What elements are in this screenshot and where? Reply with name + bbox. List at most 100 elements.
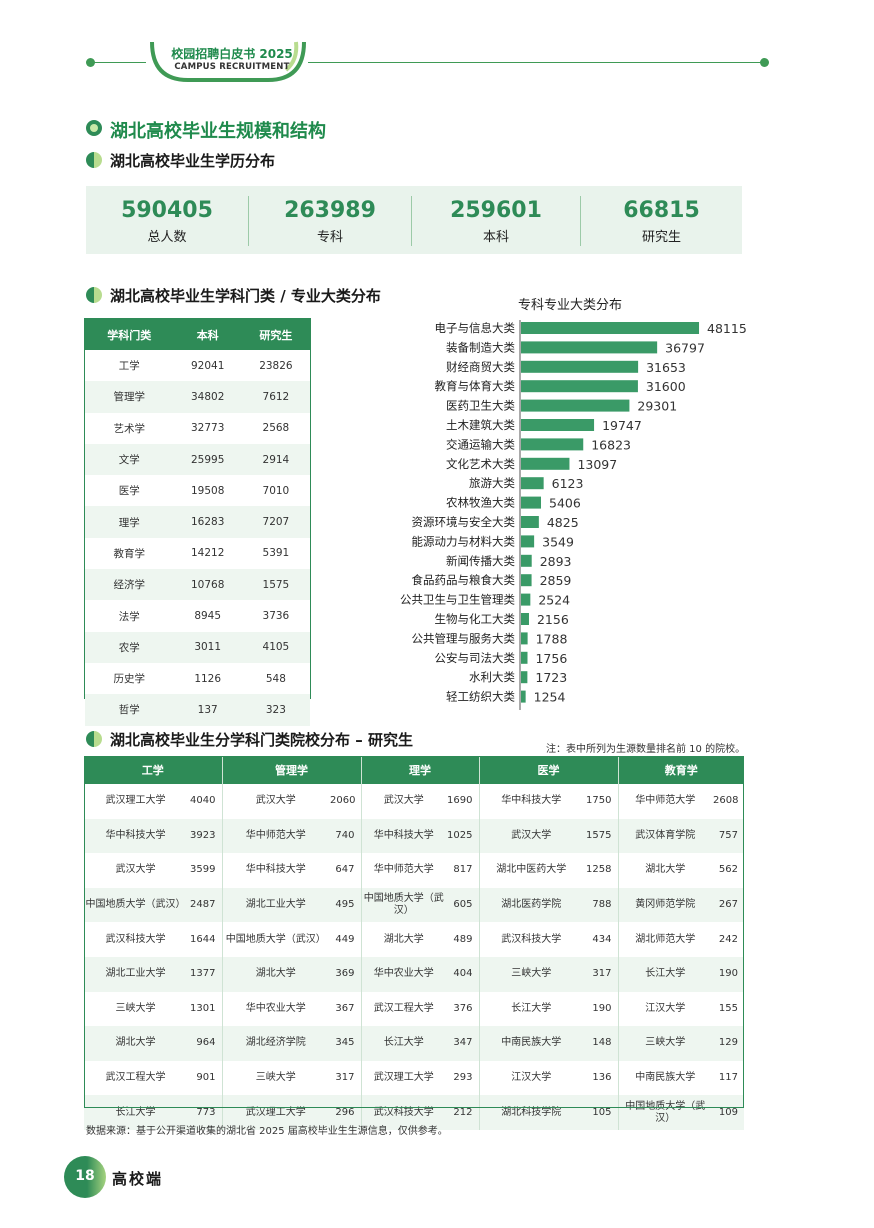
school-count: 4040 [187,784,223,819]
school-name: 江汉大学 [511,1072,552,1084]
data-label: 2524 [538,593,570,608]
table-row: 三峡大学 1301 华中农业大学 367 武汉工程大学 376 长江大学 190 江汉大学 155 [84,991,744,1027]
category-label: 文化艺术大类 [446,457,515,471]
data-label: 5406 [549,496,581,511]
graduate-school-table: 工学 管理学 理学 医学 教育学 武汉理工大学 4040 武汉大学 2060 武汉大学 1… [84,756,744,1130]
school-count: 817 [446,853,480,888]
section-title-discipline: 湖北高校毕业生学科门类 / 专业大类分布 [110,287,381,305]
data-label: 2156 [537,612,569,627]
school-count: 2060 [329,784,362,819]
school-name: 武汉大学 [255,795,296,807]
bar [521,574,532,587]
table-row: 文学 25995 2914 [85,443,310,476]
school-name: 华中科技大学 [84,818,187,854]
table-row: 华中科技大学 3923 华中师范大学 740 华中科技大学 1025 武汉大学 1575 武汉体… [84,818,744,854]
count-cell: 2914 [241,443,310,476]
discipline-name: 理学 [85,506,174,538]
category-label: 公共管理与服务大类 [412,631,516,645]
category-label: 公安与司法大类 [435,651,516,665]
school-name: 武汉工程大学 [373,1002,434,1014]
table-row: 武汉工程大学 901 三峡大学 317 武汉理工大学 293 江汉大学 136 中南民族大学 11… [84,1060,744,1096]
count-cell: 4105 [241,631,310,663]
bar [521,554,532,567]
school-count: 740 [329,818,362,854]
table-row: 长江大学 773 武汉理工大学 296 武汉科技大学 212 湖北科技学院 105 中国地质大学… [84,1095,744,1130]
count-cell: 10768 [173,569,242,601]
section-bullet-icon [86,731,102,747]
table-row: 武汉科技大学 1644 中国地质大学（武汉） 449 湖北大学 489 武汉科技大学 434 湖… [84,922,744,957]
count-cell: 92041 [190,359,225,372]
count-cell: 8945 [194,610,222,623]
table-header: 学科门类 [85,319,174,350]
data-label: 29301 [637,399,677,414]
category-label: 财经商贸大类 [446,360,515,374]
school-name: 华中农业大学 [245,1002,306,1014]
count-cell: 3011 [173,631,242,663]
stat-value: 259601 [450,198,542,223]
school-name: 湖北医药学院 [479,887,583,923]
school-name: 长江大学 [84,1095,187,1130]
school-count: 434 [583,922,619,957]
discipline-name: 工学 [118,360,140,373]
header-logo-arc [150,41,306,82]
category-label: 食品药品与粮食大类 [412,573,516,587]
category-label: 旅游大类 [469,476,515,490]
school-count: 404 [446,956,480,992]
table-row: 哲学 137 323 [85,694,310,726]
bar [521,457,570,470]
section-bullet-icon [86,120,102,136]
stat-graduate: 66815 研究生 [581,186,742,254]
category-label: 新闻传播大类 [446,554,515,568]
school-count: 347 [446,1026,480,1061]
header-subtitle: CAMPUS RECRUITMENT [174,62,290,72]
school-name: 武汉大学 [115,864,156,876]
category-label: 教育与体育大类 [435,379,516,393]
table-row: 湖北工业大学 1377 湖北大学 369 华中农业大学 404 三峡大学 317 长江大学 190 [84,956,744,992]
stat-divider [411,196,412,246]
discipline-name: 艺术学 [113,422,146,435]
data-label: 19747 [602,418,642,433]
category-label: 能源动力与材料大类 [412,534,516,548]
stat-divider [580,196,581,246]
count-cell: 7010 [262,484,290,497]
count-cell: 323 [241,694,310,726]
discipline-name: 文学 [85,443,174,476]
education-stats-band: 590405 总人数 263989 专科 259601 本科 66815 研究生 [86,186,742,254]
table-row: 艺术学 32773 2568 [85,413,310,444]
bar [521,593,531,606]
school-name: 武汉工程大学 [105,1072,166,1084]
school-name: 武汉大学 [383,795,424,807]
table-row: 历史学 1126 548 [85,663,310,694]
chart-title: 专科专业大类分布 [518,298,622,313]
stat-label: 研究生 [641,230,681,245]
category-label: 公共卫生与卫生管理类 [400,593,515,607]
school-count: 901 [187,1060,223,1096]
section-bullet-icon [86,152,102,168]
school-count: 267 [712,887,744,923]
stat-divider [248,196,249,246]
discipline-table: 学科门类 本科 研究生 工学 92041 23826 管理学 34802 7612 艺术学 3… [84,318,311,726]
school-name: 华中师范大学 [373,864,434,876]
table-row: 武汉大学 3599 华中科技大学 647 华中师范大学 817 湖北中医药大学 1258 湖北大… [84,853,744,888]
count-cell: 2568 [262,422,290,435]
school-name: 黄冈师范学院 [618,887,712,923]
school-count: 788 [583,887,619,923]
school-count: 449 [329,922,362,957]
data-label: 31600 [646,379,686,394]
school-count: 129 [712,1026,744,1061]
school-name: 中南民族大学 [635,1072,696,1084]
data-label: 31653 [646,360,686,375]
table-row: 医学 19508 7010 [85,475,310,506]
school-count: 136 [583,1060,619,1096]
bar [521,690,526,703]
discipline-name: 哲学 [85,694,174,726]
school-count: 109 [712,1095,744,1130]
school-name: 武汉理工大学 [222,1095,329,1130]
school-name: 湖北大学 [645,864,686,876]
data-label: 2893 [540,554,572,569]
school-name: 中国地质大学（武汉） [361,887,446,923]
school-count: 489 [446,922,480,957]
table-row: 教育学 14212 5391 [85,538,310,569]
section-title-education: 湖北高校毕业生学历分布 [110,152,276,170]
school-name: 湖北大学 [84,1026,187,1061]
